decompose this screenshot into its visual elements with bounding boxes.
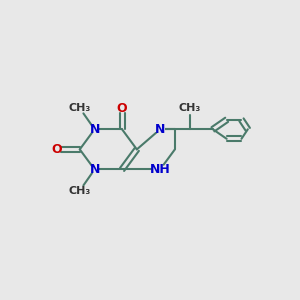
FancyBboxPatch shape xyxy=(70,188,89,193)
Text: N: N xyxy=(89,123,100,136)
Text: CH₃: CH₃ xyxy=(69,186,91,196)
FancyBboxPatch shape xyxy=(155,127,165,132)
FancyBboxPatch shape xyxy=(153,167,167,172)
FancyBboxPatch shape xyxy=(180,106,199,110)
Text: CH₃: CH₃ xyxy=(69,103,91,113)
Text: O: O xyxy=(51,143,62,156)
Text: O: O xyxy=(117,102,128,115)
FancyBboxPatch shape xyxy=(90,127,99,132)
Text: NH: NH xyxy=(150,163,170,176)
Text: CH₃: CH₃ xyxy=(178,103,201,113)
FancyBboxPatch shape xyxy=(117,106,127,110)
FancyBboxPatch shape xyxy=(90,167,99,172)
Text: N: N xyxy=(155,123,165,136)
FancyBboxPatch shape xyxy=(52,147,61,152)
Text: N: N xyxy=(89,163,100,176)
FancyBboxPatch shape xyxy=(70,106,89,110)
